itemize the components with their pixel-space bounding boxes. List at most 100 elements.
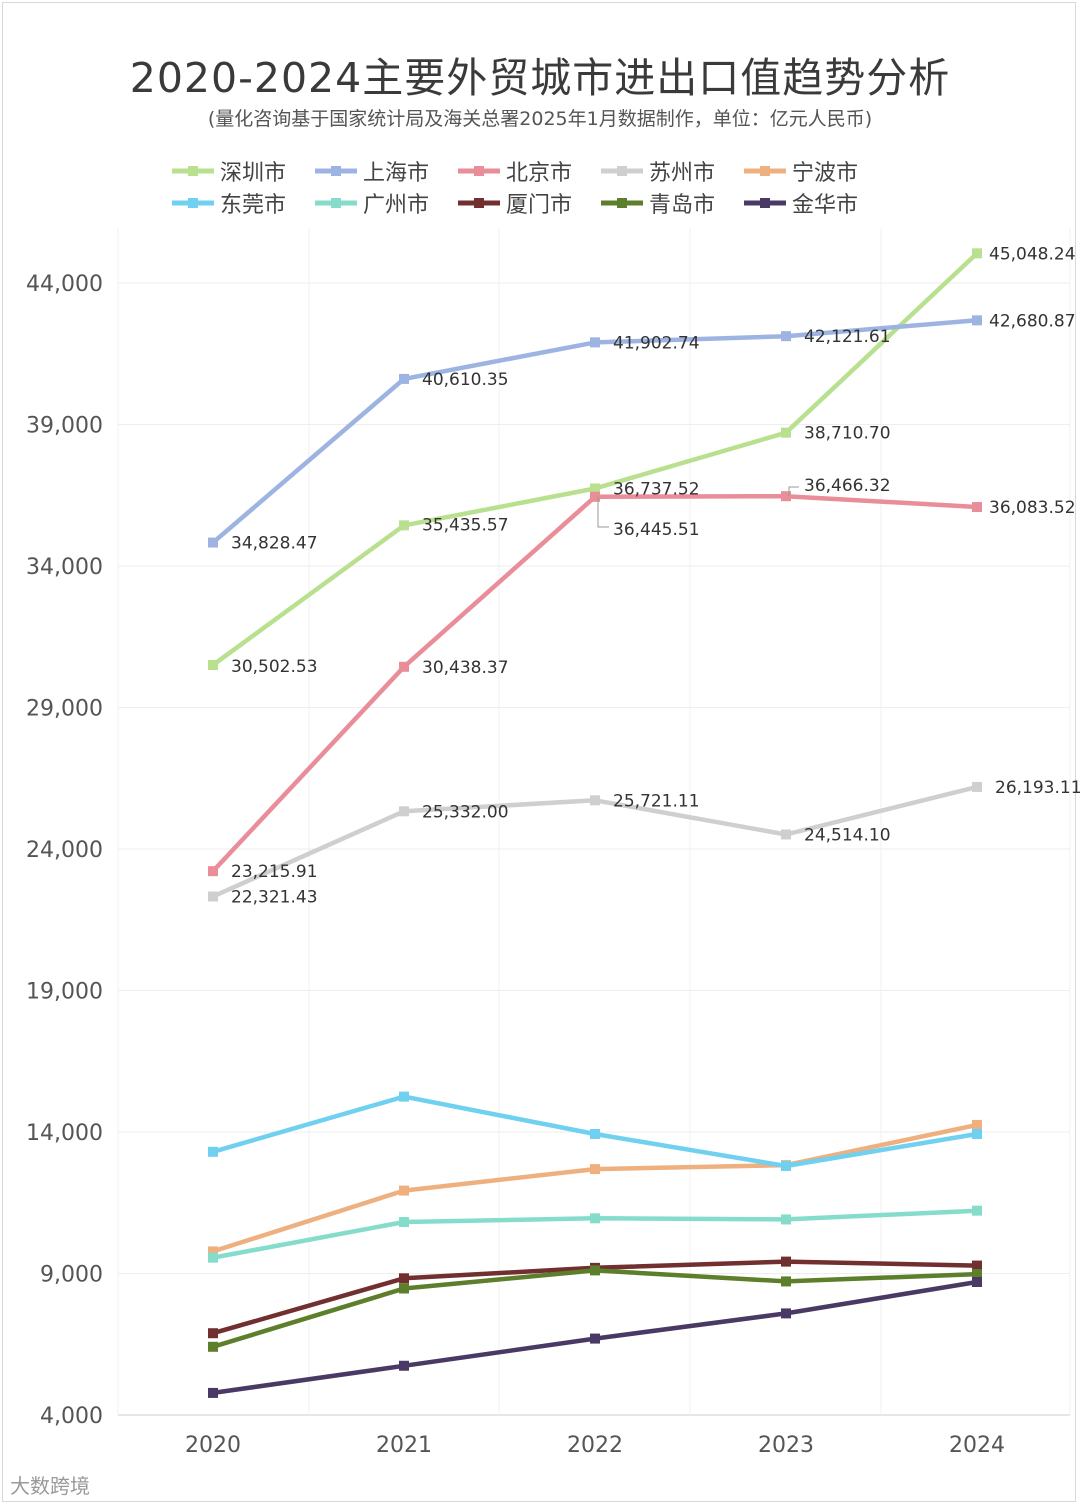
series-marker-2[interactable] bbox=[972, 502, 982, 513]
series-marker-3[interactable] bbox=[590, 795, 600, 806]
series-marker-6[interactable] bbox=[208, 1252, 218, 1263]
series-marker-5[interactable] bbox=[781, 1160, 791, 1171]
series-line-0 bbox=[210, 251, 980, 668]
series-marker-2[interactable] bbox=[590, 491, 600, 502]
y-tick-label: 29,000 bbox=[26, 697, 103, 722]
legend-item[interactable]: 广州市 bbox=[315, 193, 429, 218]
data-label: 36,737.52 bbox=[613, 480, 700, 500]
series-marker-5[interactable] bbox=[590, 1128, 600, 1139]
legend-item[interactable]: 厦门市 bbox=[458, 193, 572, 218]
series-marker-7[interactable] bbox=[208, 1328, 218, 1339]
data-label: 26,193.11 bbox=[995, 778, 1080, 798]
series-marker-2[interactable] bbox=[781, 491, 791, 502]
x-tick-label: 2024 bbox=[949, 1433, 1005, 1458]
series-marker-0[interactable] bbox=[781, 427, 791, 438]
series-marker-9[interactable] bbox=[781, 1308, 791, 1319]
legend-marker bbox=[760, 198, 770, 208]
legend-item[interactable]: 深圳市 bbox=[172, 161, 286, 186]
series-marker-2[interactable] bbox=[208, 866, 218, 877]
series-marker-3[interactable] bbox=[781, 829, 791, 840]
series-marker-3[interactable] bbox=[972, 781, 982, 792]
series-markers bbox=[208, 248, 982, 1398]
series-marker-1[interactable] bbox=[972, 315, 982, 326]
data-label: 40,610.35 bbox=[422, 370, 509, 390]
series-marker-8[interactable] bbox=[208, 1341, 218, 1352]
legend-label: 厦门市 bbox=[506, 193, 572, 218]
legend-label: 青岛市 bbox=[649, 193, 715, 218]
series-marker-5[interactable] bbox=[972, 1128, 982, 1139]
series-marker-9[interactable] bbox=[972, 1276, 982, 1287]
series-marker-9[interactable] bbox=[208, 1387, 218, 1398]
series-marker-7[interactable] bbox=[399, 1273, 409, 1284]
legend-label: 上海市 bbox=[363, 161, 429, 186]
legend-item[interactable]: 青岛市 bbox=[601, 193, 715, 218]
legend-marker bbox=[331, 198, 341, 208]
data-label: 30,502.53 bbox=[231, 657, 318, 677]
series-marker-9[interactable] bbox=[590, 1333, 600, 1344]
legend-item[interactable]: 北京市 bbox=[458, 161, 572, 186]
series-marker-7[interactable] bbox=[781, 1256, 791, 1267]
series-marker-1[interactable] bbox=[781, 331, 791, 342]
series-marker-3[interactable] bbox=[399, 806, 409, 817]
legend-label: 深圳市 bbox=[220, 161, 286, 186]
legend-label: 东莞市 bbox=[220, 193, 286, 218]
series-marker-7[interactable] bbox=[972, 1260, 982, 1271]
series-marker-6[interactable] bbox=[972, 1205, 982, 1216]
legend-item[interactable]: 苏州市 bbox=[601, 161, 715, 186]
legend-item[interactable]: 东莞市 bbox=[172, 193, 286, 218]
y-tick-label: 44,000 bbox=[26, 272, 103, 297]
legend-marker bbox=[474, 166, 484, 176]
data-label: 24,514.10 bbox=[804, 825, 891, 845]
data-labels: 30,502.53 35,435.57 36,737.52 38,710.70 45,0… bbox=[231, 244, 1080, 907]
series-marker-6[interactable] bbox=[399, 1216, 409, 1227]
data-label: 36,083.52 bbox=[989, 498, 1076, 518]
legend-item[interactable]: 上海市 bbox=[315, 161, 429, 186]
data-label: 41,902.74 bbox=[613, 333, 700, 353]
series-marker-8[interactable] bbox=[590, 1265, 600, 1276]
legend-item[interactable]: 金华市 bbox=[744, 193, 858, 218]
data-label: 42,680.87 bbox=[989, 311, 1076, 331]
series-marker-2[interactable] bbox=[399, 661, 409, 672]
chart-title: 2020-2024主要外贸城市进出口值趋势分析 bbox=[129, 54, 951, 102]
series-marker-0[interactable] bbox=[972, 248, 982, 259]
x-tick-label: 2023 bbox=[758, 1433, 814, 1458]
footer-watermark: 大数跨境 bbox=[10, 1474, 90, 1498]
series-marker-9[interactable] bbox=[399, 1360, 409, 1371]
series-marker-0[interactable] bbox=[208, 659, 218, 670]
series-marker-0[interactable] bbox=[590, 483, 600, 494]
leader-line bbox=[788, 486, 799, 496]
data-label: 22,321.43 bbox=[231, 888, 318, 908]
series-marker-1[interactable] bbox=[590, 337, 600, 348]
data-label: 23,215.91 bbox=[231, 862, 318, 882]
legend-label: 苏州市 bbox=[649, 161, 715, 186]
series-marker-8[interactable] bbox=[399, 1283, 409, 1294]
series-marker-8[interactable] bbox=[972, 1269, 982, 1280]
series-marker-0[interactable] bbox=[399, 520, 409, 531]
series-marker-5[interactable] bbox=[208, 1146, 218, 1157]
data-label: 42,121.61 bbox=[804, 327, 891, 347]
x-tick-label: 2022 bbox=[567, 1433, 623, 1458]
data-label: 25,332.00 bbox=[422, 802, 509, 822]
series-marker-6[interactable] bbox=[590, 1213, 600, 1224]
grid bbox=[117, 228, 1071, 1416]
series-marker-8[interactable] bbox=[781, 1276, 791, 1287]
legend-item[interactable]: 宁波市 bbox=[744, 161, 858, 186]
series-marker-3[interactable] bbox=[208, 891, 218, 902]
series-marker-6[interactable] bbox=[781, 1214, 791, 1225]
series-marker-4[interactable] bbox=[972, 1119, 982, 1130]
y-tick-label: 34,000 bbox=[26, 555, 103, 580]
y-tick-label: 14,000 bbox=[26, 1121, 103, 1146]
series-marker-5[interactable] bbox=[399, 1091, 409, 1102]
series-marker-4[interactable] bbox=[590, 1164, 600, 1175]
series-marker-4[interactable] bbox=[399, 1185, 409, 1196]
series-marker-1[interactable] bbox=[399, 373, 409, 384]
series-marker-4[interactable] bbox=[208, 1246, 218, 1257]
legend-marker bbox=[188, 198, 198, 208]
series-marker-1[interactable] bbox=[208, 537, 218, 548]
y-tick-label: 24,000 bbox=[26, 838, 103, 863]
legend-label: 广州市 bbox=[363, 193, 429, 218]
x-tick-label: 2021 bbox=[376, 1433, 432, 1458]
